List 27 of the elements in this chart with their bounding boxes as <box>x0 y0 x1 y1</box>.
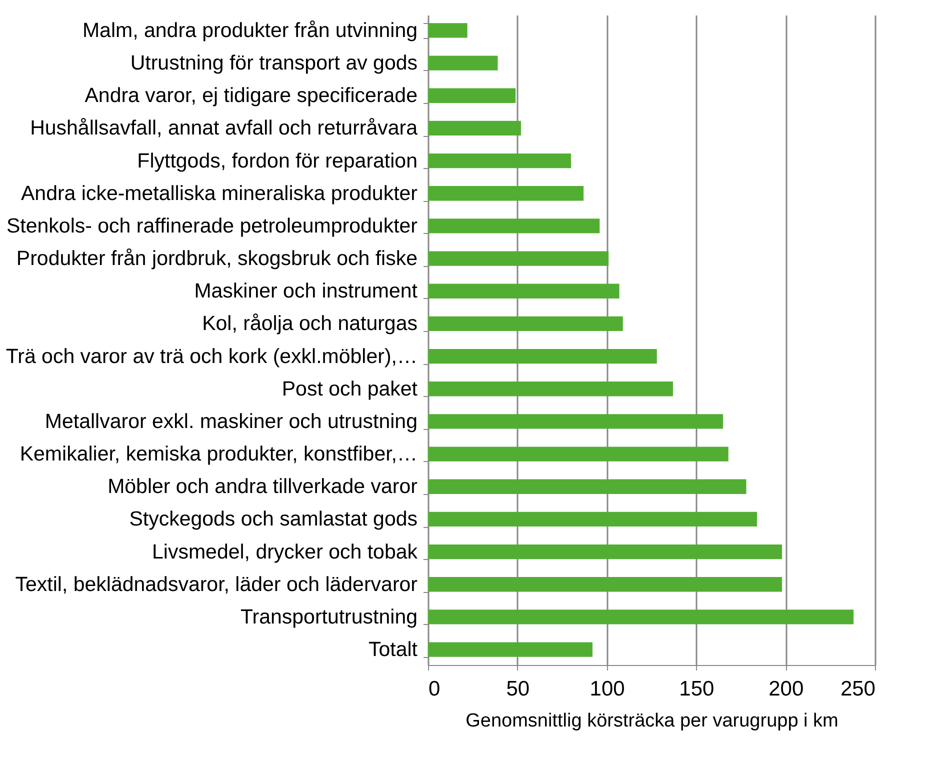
y-tick-label: Livsmedel, drycker och tobak <box>152 540 418 564</box>
x-tick-label: 200 <box>768 678 804 700</box>
y-tick-label: Kemikalier, kemiska produkter, konstfiber,… <box>20 442 418 466</box>
y-tick-label: Utrustning för transport av gods <box>130 52 418 75</box>
y-tick-label: Stenkols- och raffinerade petroleumprodukter <box>6 214 418 238</box>
y-tick-label: Trä och varor av trä och kork (exkl.möbler),… <box>6 344 418 368</box>
y-tick-label: Totalt <box>368 638 418 662</box>
y-tick-label: Produkter från jordbruk, skogsbruk och fiske <box>16 247 418 270</box>
y-tick-label: Andra varor, ej tidigare specificerade <box>84 84 418 108</box>
y-tick-label: Textil, beklädnadsvaror, läder och lädervaror <box>15 572 418 596</box>
x-tick-label: 50 <box>506 678 530 700</box>
y-tick-label: Metallvaror exkl. maskiner och utrustning <box>44 410 418 433</box>
y-tick-label: Möbler och andra tillverkade varor <box>108 475 418 498</box>
x-tick-label: 0 <box>428 678 440 700</box>
y-tick-label: Styckegods och samlastat gods <box>129 508 418 531</box>
y-tick-label: Hushållsavfall, annat avfall och returråvara <box>30 116 418 140</box>
y-tick-label: Maskiner och instrument <box>194 280 418 303</box>
x-tick-label: 150 <box>679 678 714 700</box>
y-tick-label: Transportutrustning <box>240 605 418 628</box>
x-axis-title: Genomsnittlig körsträcka per varugrupp i km <box>466 710 838 732</box>
y-tick-label: Kol, råolja och naturgas <box>202 312 418 336</box>
y-tick-label: Flyttgods, fordon för reparation <box>137 149 418 172</box>
x-tick-label: 100 <box>590 678 625 700</box>
y-tick-label: Andra icke-metalliska mineraliska produkter <box>21 182 418 205</box>
y-tick-label: Malm, andra produkter från utvinning <box>82 18 418 42</box>
x-tick-label: 250 <box>840 678 876 700</box>
y-tick-label: Post och paket <box>282 377 418 400</box>
